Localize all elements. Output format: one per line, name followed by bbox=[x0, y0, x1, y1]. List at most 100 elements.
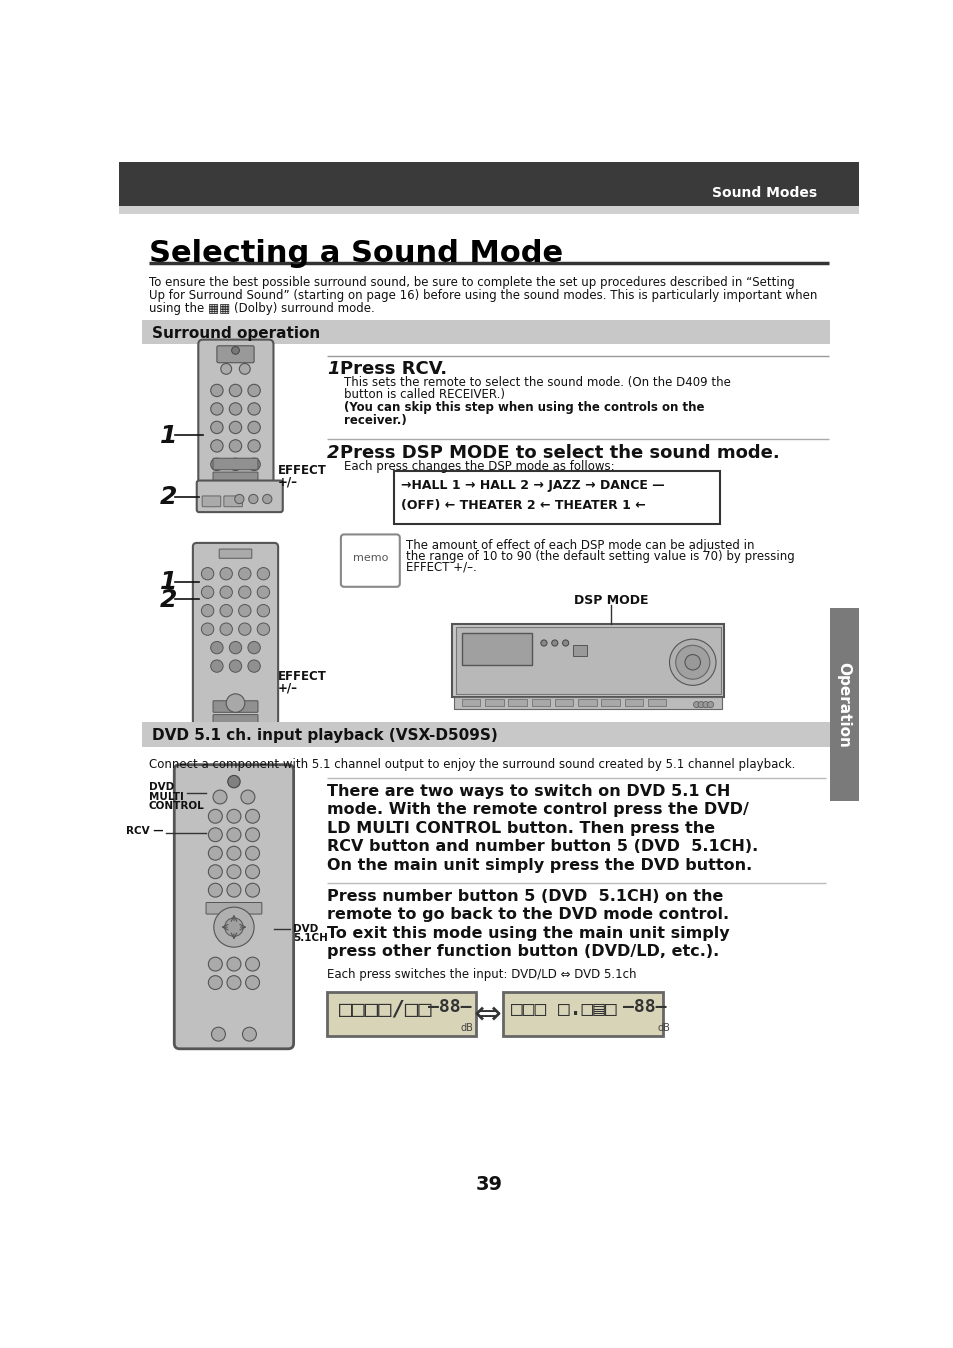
Circle shape bbox=[238, 623, 251, 635]
Text: □□□□/□□: □□□□/□□ bbox=[339, 999, 433, 1019]
Circle shape bbox=[257, 586, 270, 599]
FancyBboxPatch shape bbox=[202, 496, 220, 507]
Circle shape bbox=[211, 661, 223, 673]
Circle shape bbox=[201, 623, 213, 635]
Text: button is called RECEIVER.): button is called RECEIVER.) bbox=[344, 388, 504, 402]
Text: DVD: DVD bbox=[149, 782, 173, 793]
Text: 2: 2 bbox=[159, 485, 176, 510]
Text: press other function button (DVD/LD, etc.).: press other function button (DVD/LD, etc… bbox=[327, 944, 719, 958]
Circle shape bbox=[224, 918, 243, 937]
Text: Selecting a Sound Mode: Selecting a Sound Mode bbox=[149, 239, 562, 268]
Text: Surround operation: Surround operation bbox=[152, 326, 319, 341]
FancyBboxPatch shape bbox=[572, 646, 586, 656]
Circle shape bbox=[229, 421, 241, 434]
Circle shape bbox=[211, 403, 223, 415]
Circle shape bbox=[693, 701, 699, 708]
Circle shape bbox=[211, 458, 223, 470]
Text: RCV —: RCV — bbox=[126, 826, 163, 836]
FancyBboxPatch shape bbox=[196, 480, 282, 512]
Circle shape bbox=[227, 809, 241, 824]
Circle shape bbox=[249, 495, 257, 504]
Circle shape bbox=[227, 976, 241, 989]
Circle shape bbox=[234, 495, 244, 504]
FancyBboxPatch shape bbox=[508, 700, 526, 706]
Circle shape bbox=[562, 640, 568, 646]
Text: (You can skip this step when using the controls on the: (You can skip this step when using the c… bbox=[344, 402, 703, 414]
Circle shape bbox=[248, 439, 260, 452]
Circle shape bbox=[213, 907, 253, 948]
Text: 2: 2 bbox=[159, 588, 176, 612]
Text: Up for Surround Sound” (starting on page 16) before using the sound modes. This : Up for Surround Sound” (starting on page… bbox=[149, 288, 816, 302]
Circle shape bbox=[238, 568, 251, 580]
Text: 1: 1 bbox=[327, 360, 339, 379]
Circle shape bbox=[239, 364, 250, 375]
Circle shape bbox=[245, 809, 259, 824]
Circle shape bbox=[227, 957, 241, 971]
Circle shape bbox=[212, 1027, 225, 1041]
FancyBboxPatch shape bbox=[600, 700, 619, 706]
Text: 1: 1 bbox=[159, 570, 176, 594]
Text: Press DSP MODE to select the sound mode.: Press DSP MODE to select the sound mode. bbox=[340, 443, 779, 461]
Circle shape bbox=[248, 384, 260, 396]
FancyBboxPatch shape bbox=[213, 458, 257, 469]
Circle shape bbox=[226, 694, 245, 712]
FancyBboxPatch shape bbox=[647, 700, 666, 706]
Circle shape bbox=[227, 865, 241, 879]
Circle shape bbox=[684, 655, 700, 670]
Text: —88—: —88— bbox=[622, 998, 666, 1016]
FancyBboxPatch shape bbox=[394, 472, 720, 523]
FancyBboxPatch shape bbox=[484, 700, 503, 706]
Circle shape bbox=[220, 623, 233, 635]
FancyBboxPatch shape bbox=[119, 162, 858, 1200]
Text: □□□ □.□▤□: □□□ □.□▤□ bbox=[510, 999, 616, 1019]
Text: dB: dB bbox=[459, 1023, 473, 1033]
FancyBboxPatch shape bbox=[219, 549, 252, 558]
FancyBboxPatch shape bbox=[452, 624, 723, 697]
Text: dB: dB bbox=[658, 1023, 670, 1033]
Circle shape bbox=[208, 828, 222, 841]
Circle shape bbox=[248, 458, 260, 470]
Circle shape bbox=[229, 642, 241, 654]
Circle shape bbox=[208, 957, 222, 971]
Text: The amount of effect of each DSP mode can be adjusted in: The amount of effect of each DSP mode ca… bbox=[406, 539, 754, 553]
Circle shape bbox=[228, 775, 240, 787]
Text: —88—: —88— bbox=[427, 998, 471, 1016]
FancyBboxPatch shape bbox=[224, 496, 242, 507]
Text: →HALL 1 → HALL 2 → JAZZ → DANCE —: →HALL 1 → HALL 2 → JAZZ → DANCE — bbox=[400, 479, 663, 492]
Text: the range of 10 to 90 (the default setting value is 70) by pressing: the range of 10 to 90 (the default setti… bbox=[406, 550, 794, 563]
Circle shape bbox=[208, 847, 222, 860]
Circle shape bbox=[257, 568, 270, 580]
Circle shape bbox=[229, 439, 241, 452]
Text: ⇔: ⇔ bbox=[473, 998, 501, 1031]
FancyBboxPatch shape bbox=[213, 714, 257, 727]
Circle shape bbox=[540, 640, 546, 646]
Text: DVD: DVD bbox=[293, 925, 317, 934]
Circle shape bbox=[242, 1027, 256, 1041]
Text: Each press changes the DSP mode as follows:: Each press changes the DSP mode as follo… bbox=[344, 460, 614, 473]
Text: DVD 5.1 ch. input playback (VSX-D509S): DVD 5.1 ch. input playback (VSX-D509S) bbox=[152, 728, 497, 744]
FancyBboxPatch shape bbox=[119, 162, 858, 206]
FancyBboxPatch shape bbox=[829, 608, 858, 801]
FancyBboxPatch shape bbox=[461, 700, 480, 706]
Circle shape bbox=[551, 640, 558, 646]
Text: Each press switches the input: DVD/LD ⇔ DVD 5.1ch: Each press switches the input: DVD/LD ⇔ … bbox=[327, 968, 636, 981]
FancyBboxPatch shape bbox=[216, 346, 253, 363]
Circle shape bbox=[229, 403, 241, 415]
Text: +/–: +/– bbox=[278, 682, 297, 694]
FancyBboxPatch shape bbox=[555, 700, 573, 706]
Circle shape bbox=[208, 865, 222, 879]
Circle shape bbox=[227, 847, 241, 860]
Circle shape bbox=[245, 828, 259, 841]
Circle shape bbox=[220, 568, 233, 580]
Circle shape bbox=[245, 865, 259, 879]
FancyBboxPatch shape bbox=[174, 764, 294, 1049]
Circle shape bbox=[211, 439, 223, 452]
FancyBboxPatch shape bbox=[198, 340, 274, 495]
Circle shape bbox=[208, 976, 222, 989]
FancyBboxPatch shape bbox=[142, 723, 829, 747]
Circle shape bbox=[248, 403, 260, 415]
Text: 1: 1 bbox=[159, 423, 176, 448]
Circle shape bbox=[248, 661, 260, 673]
Text: EFFECT +/–.: EFFECT +/–. bbox=[406, 561, 476, 574]
Circle shape bbox=[201, 586, 213, 599]
